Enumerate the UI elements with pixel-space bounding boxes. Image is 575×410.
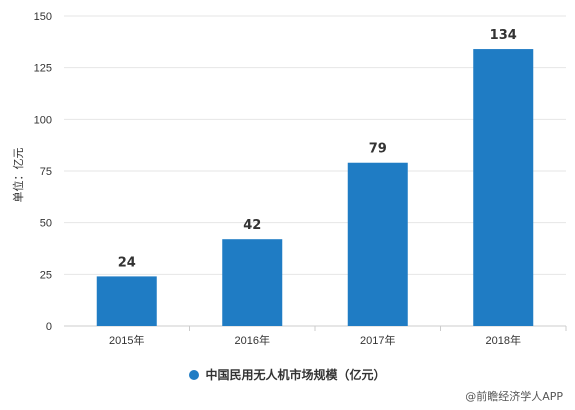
y-tick-label: 0 <box>46 321 52 333</box>
bar <box>473 49 534 327</box>
gridlines <box>64 15 566 327</box>
y-axis-ticks: 0 25 50 75 100 125 150 <box>34 11 52 333</box>
bar <box>96 276 157 326</box>
y-tick-label: 75 <box>40 166 52 178</box>
bar <box>222 239 283 326</box>
x-tick-label: 2015年 <box>109 333 144 347</box>
y-tick-label: 25 <box>40 269 52 281</box>
source-watermark: @前瞻经济学人APP <box>465 390 563 403</box>
x-axis-ticks: 2015年 2016年 2017年 2018年 <box>109 326 567 347</box>
legend-label: 中国民用无人机市场规模（亿元） <box>205 368 386 382</box>
legend: 中国民用无人机市场规模（亿元） <box>0 366 575 383</box>
data-label: 79 <box>369 142 387 157</box>
y-tick-label: 50 <box>40 218 52 230</box>
legend-swatch <box>189 370 200 380</box>
data-label: 42 <box>243 218 261 233</box>
x-tick-label: 2018年 <box>486 333 521 347</box>
bars <box>96 49 534 327</box>
data-label: 24 <box>118 255 136 270</box>
y-tick-label: 100 <box>34 114 52 126</box>
x-tick-label: 2016年 <box>235 333 270 347</box>
x-tick-label: 2017年 <box>360 333 395 347</box>
data-label: 134 <box>490 28 517 43</box>
data-labels: 24 42 79 134 <box>118 28 517 270</box>
bar <box>347 162 408 326</box>
y-tick-label: 150 <box>34 11 52 23</box>
y-tick-label: 125 <box>34 63 52 75</box>
y-axis-label: 单位：亿元 <box>11 148 25 203</box>
